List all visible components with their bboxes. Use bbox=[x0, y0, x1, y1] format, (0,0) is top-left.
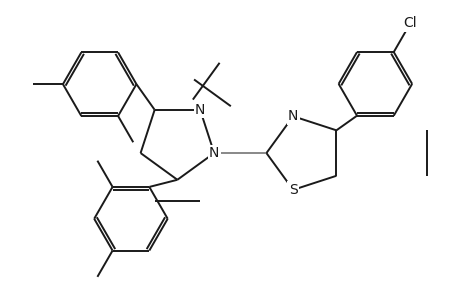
Text: S: S bbox=[288, 183, 297, 197]
Text: N: N bbox=[208, 146, 219, 160]
Text: N: N bbox=[287, 109, 298, 123]
Text: Cl: Cl bbox=[403, 16, 416, 30]
Text: N: N bbox=[195, 103, 205, 117]
